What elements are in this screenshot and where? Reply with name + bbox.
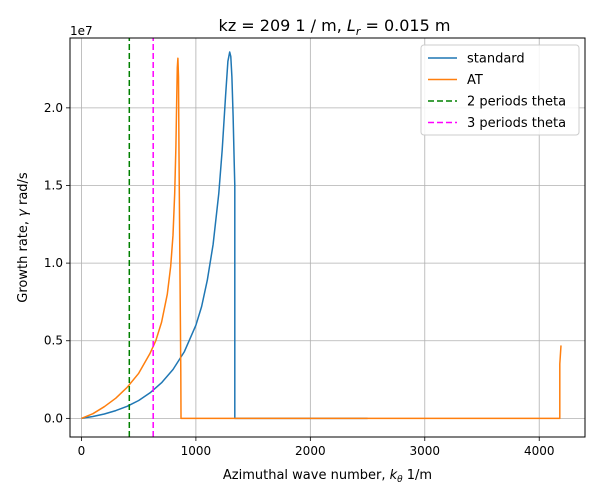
y-multiplier-label: 1e7 xyxy=(70,24,93,38)
legend-label-1: AT xyxy=(467,73,483,88)
x-tick-label: 0 xyxy=(78,444,86,458)
x-tick-label: 3000 xyxy=(410,444,441,458)
chart-title: kz = 209 1 / m, Lr = 0.015 m xyxy=(219,16,451,38)
y-tick-label: 0.0 xyxy=(44,411,63,425)
y-axis-label: Growth rate, γ rad/s xyxy=(16,172,31,303)
plot-frame xyxy=(69,37,586,438)
x-axis-label: Azimuthal wave number, kθ 1/m xyxy=(223,468,432,485)
x-tick-label: 4000 xyxy=(524,444,555,458)
x-tick-label: 1000 xyxy=(181,444,212,458)
legend: standard AT 2 periods theta 3 periods theta xyxy=(420,44,580,136)
series-layer xyxy=(81,38,562,437)
y-tick-label: 0.5 xyxy=(44,334,63,348)
series-line-1 xyxy=(81,57,562,420)
x-tick-label: 2000 xyxy=(295,444,326,458)
axis-ticks: 0 1000 2000 3000 4000 0.0 0.5 1.0 1.5 2.0 xyxy=(44,101,555,458)
legend-label-2: 2 periods theta xyxy=(467,95,566,110)
y-tick-label: 1.5 xyxy=(44,178,63,192)
y-tick-label: 1.0 xyxy=(44,256,63,270)
legend-label-3: 3 periods theta xyxy=(467,116,566,131)
legend-box xyxy=(420,44,580,136)
y-tick-label: 2.0 xyxy=(44,101,63,115)
legend-label-0: standard xyxy=(467,52,525,67)
